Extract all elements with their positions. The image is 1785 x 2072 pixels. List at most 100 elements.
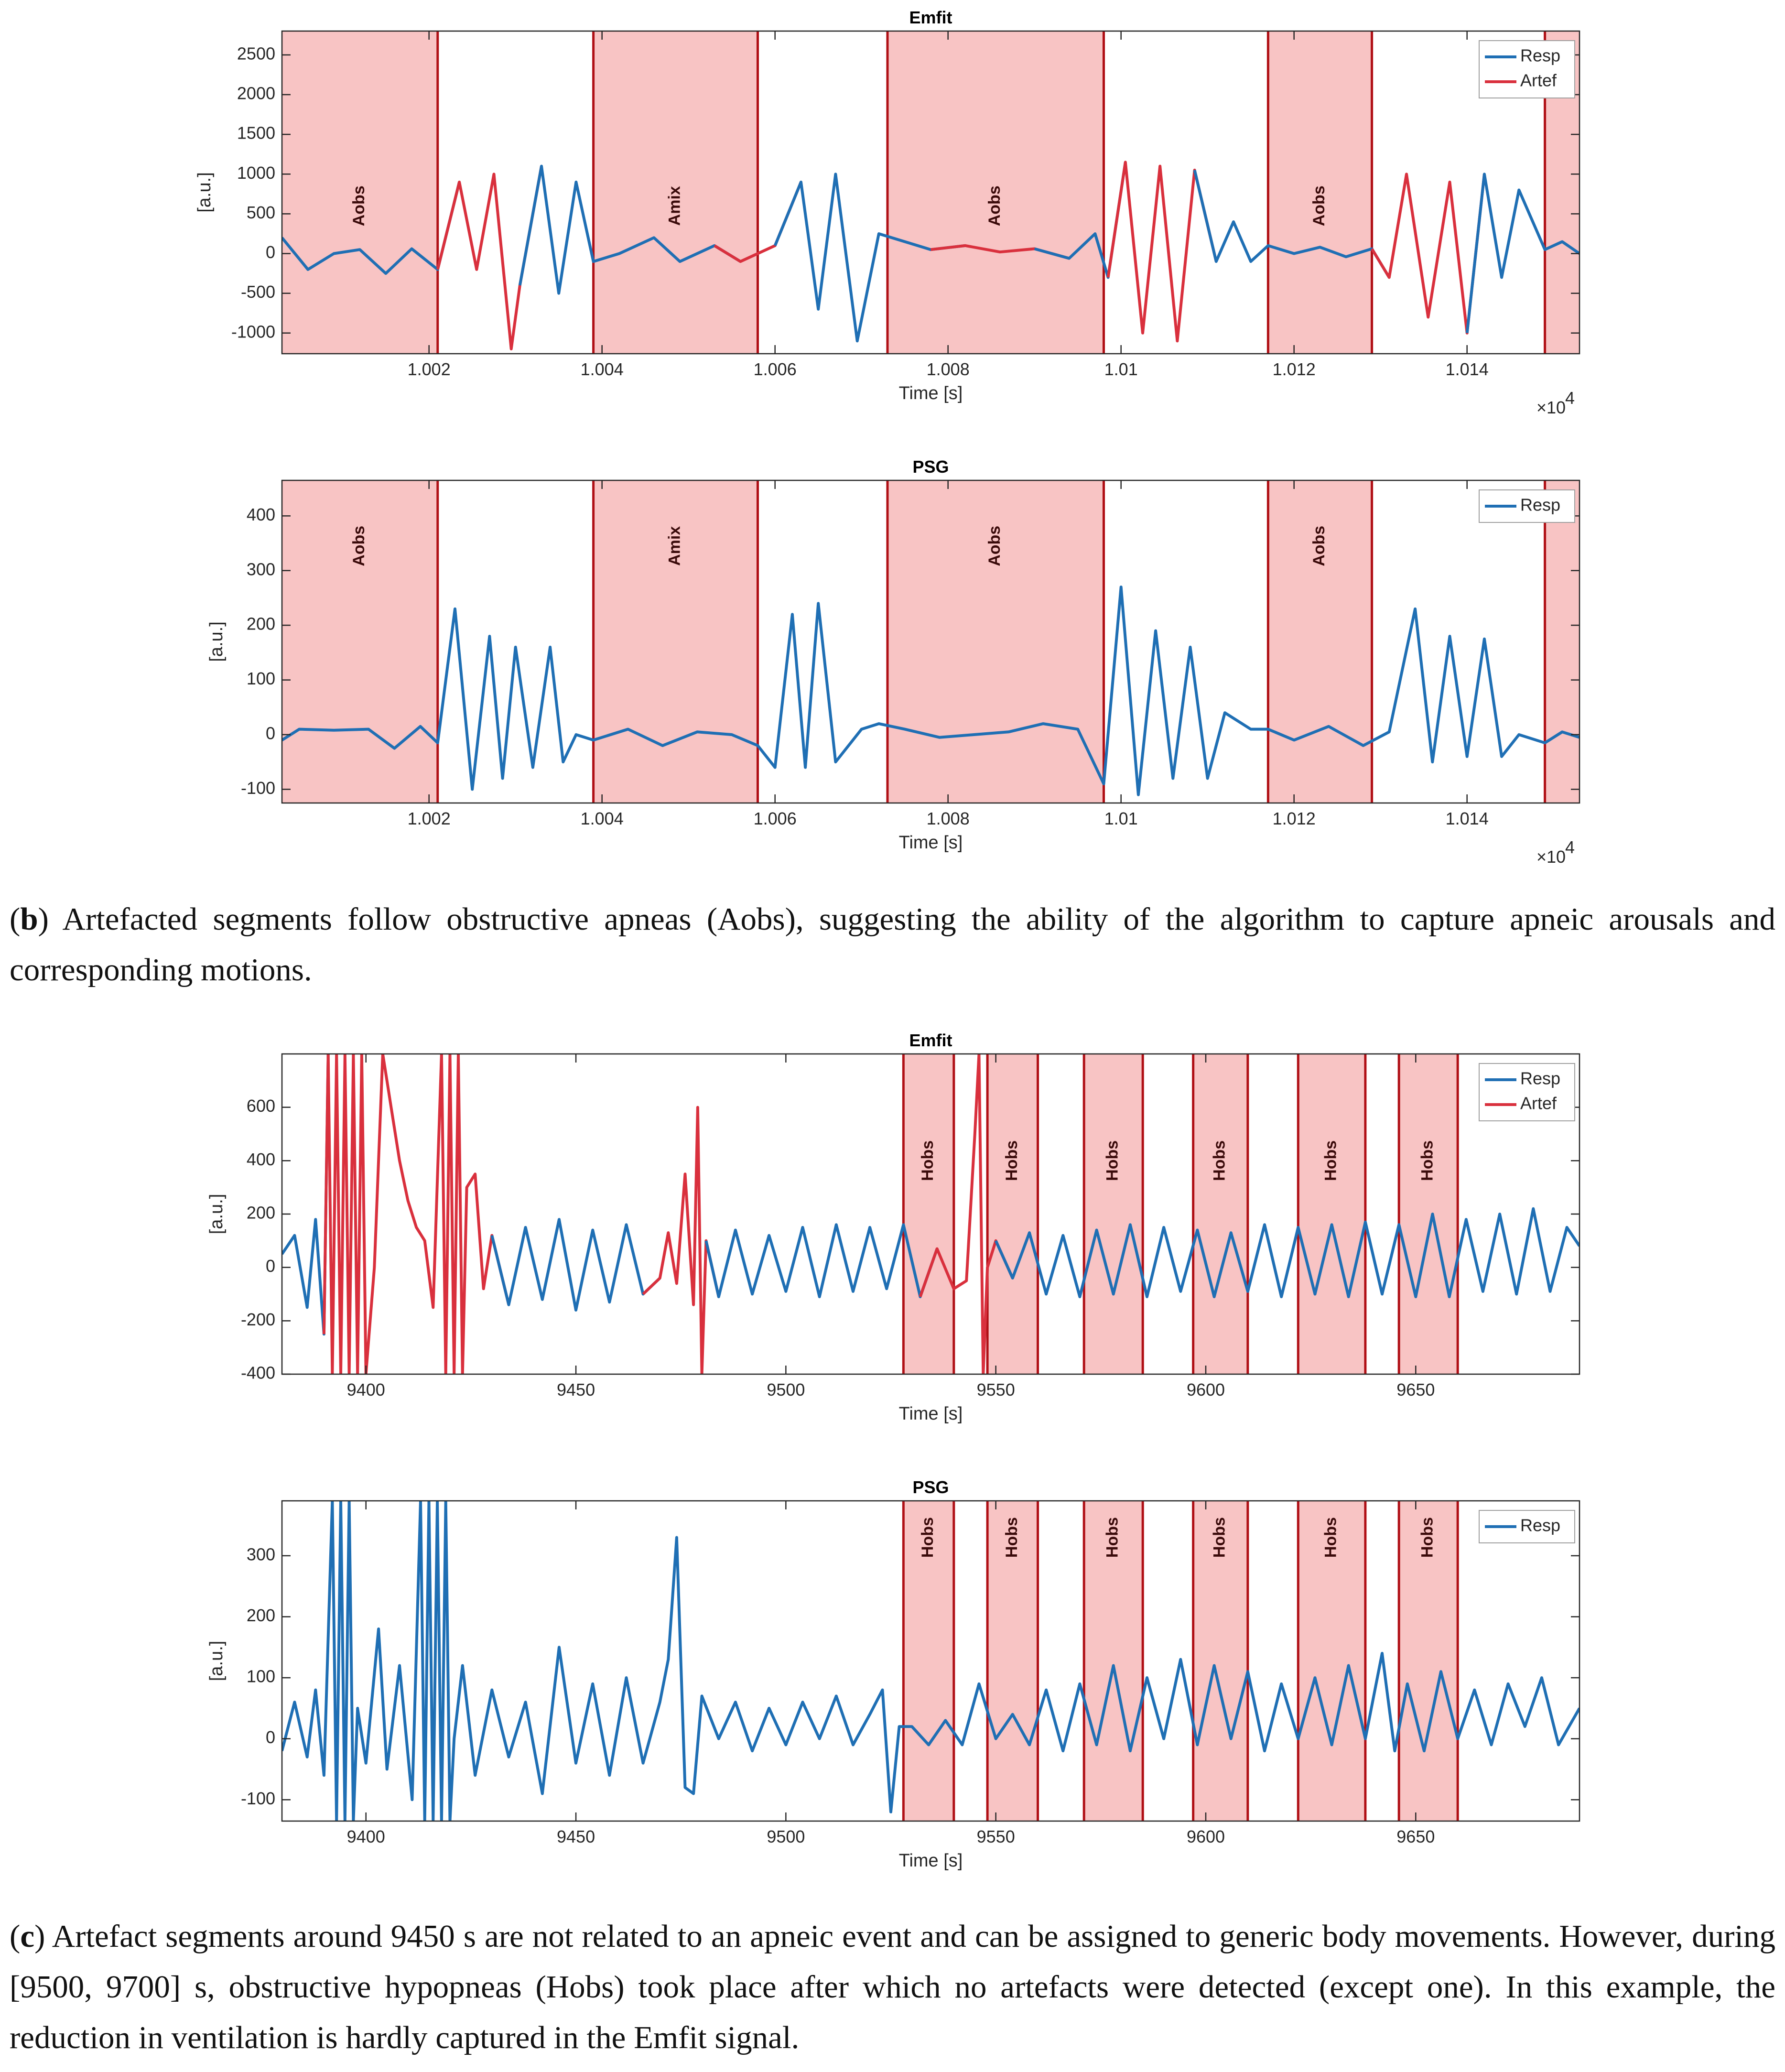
event-band [1399,1054,1458,1374]
event-label: Hobs [919,1517,937,1558]
event-label: Hobs [1418,1140,1437,1181]
y-tick-label: 200 [247,614,275,634]
x-axis-label: Time [s] [899,383,963,403]
y-tick-label: 2500 [237,43,275,63]
chart-title: Emfit [909,1031,952,1050]
y-tick-label: 0 [266,724,275,743]
artefact-trace [322,1054,510,1374]
resp-trace [1193,170,1391,278]
panel-b-emfit: Aobs Amix Aobs Aobs -1000 -500 0 500 1000 1500 200… [195,8,1580,417]
y-tick-label: -1000 [231,322,275,341]
x-tick-label: 1.012 [1273,809,1316,828]
event-label: Aobs [350,526,368,566]
y-tick-label: 200 [247,1203,275,1223]
y-tick-label: 400 [247,1150,275,1169]
resp-trace [490,1218,661,1312]
artefact-trace [919,1054,1014,1374]
event-band [1268,31,1372,354]
caption-b: (b) Artefacted segments follow obstructi… [10,901,1775,987]
event-label: Hobs [1103,1140,1122,1181]
legend-label: Resp [1520,46,1560,65]
event-band [903,1501,954,1821]
y-tick-label: -400 [241,1363,275,1383]
chart-title: PSG [912,457,949,477]
y-tick-label: -100 [241,778,275,798]
resp-trace [704,1223,939,1299]
event-band [1545,480,1579,803]
x-tick-label: 9500 [767,1380,805,1399]
axes-box [281,479,1580,804]
y-tick-label: 1500 [237,123,275,143]
x-multiplier: ×10 [1536,847,1566,867]
legend-label: Artef [1520,71,1557,90]
y-axis-label: [a.u.] [195,172,215,213]
event-band [1298,1501,1365,1821]
event-band [903,1054,954,1374]
y-tick-label: 300 [247,1544,275,1564]
legend-box [1479,40,1575,98]
event-band [1084,1054,1143,1374]
event-label: Hobs [1211,1517,1229,1558]
caption-c-tag: c [20,1919,35,1954]
x-multiplier-exponent: 4 [1565,388,1575,408]
y-axis-label: [a.u.] [206,1194,227,1235]
event-band [1193,1054,1248,1374]
x-tick-label: 1.01 [1104,359,1138,379]
x-tick-label: 9400 [347,1827,385,1846]
y-tick-label: 100 [247,669,275,688]
y-tick-label: 300 [247,559,275,579]
event-label: Hobs [1103,1517,1122,1558]
legend-label: Artef [1520,1094,1557,1113]
caption-b-text: ) Artefacted segments follow obstructive… [10,901,1775,987]
event-band [887,480,1104,803]
chart-title: PSG [912,1477,949,1497]
axes-box [281,30,1580,355]
x-tick-label: 9650 [1396,1380,1435,1399]
y-tick-label: -500 [241,282,275,302]
event-band [593,480,758,803]
x-tick-label: 9600 [1187,1827,1225,1846]
caption-c-text: ) Artefact segments around 9450 s are no… [10,1919,1775,2055]
event-label: Hobs [1003,1517,1021,1558]
x-multiplier-exponent: 4 [1565,837,1575,857]
legend-label: Resp [1520,1069,1560,1088]
y-tick-label: 0 [266,1727,275,1747]
event-label: Aobs [985,526,1004,566]
x-tick-label: 1.008 [927,359,970,379]
x-axis-label: Time [s] [899,1404,963,1424]
event-band [1399,1501,1458,1821]
x-tick-label: 9650 [1396,1827,1435,1846]
x-axis-label: Time [s] [899,1851,963,1871]
event-band [1193,1501,1248,1821]
x-tick-label: 1.006 [754,359,797,379]
event-band [1268,480,1372,803]
axes-box [281,1500,1580,1822]
event-label: Aobs [985,185,1004,226]
event-label: Amix [666,526,684,566]
x-tick-label: 1.004 [581,359,624,379]
panel-c-psg: Hobs Hobs Hobs Hobs Hobs Hobs -100 0 100 200 300 94… [206,1477,1580,1871]
event-band [282,31,438,354]
resp-trace [282,586,1579,796]
x-tick-label: 1.004 [581,809,624,828]
y-tick-label: 100 [247,1667,275,1686]
x-tick-label: 1.01 [1104,809,1138,828]
event-label: Hobs [1322,1140,1340,1181]
panel-c-emfit: Hobs Hobs Hobs Hobs Hobs Hobs -400 -200 0 200 400 6… [206,1031,1580,1424]
resp-trace [518,164,741,295]
event-band [987,1501,1038,1821]
x-tick-label: 1.012 [1273,359,1316,379]
resp-trace [773,173,966,343]
event-label: Aobs [1310,185,1328,226]
x-tick-label: 9450 [557,1827,595,1846]
x-tick-label: 1.006 [754,809,797,828]
y-axis-label: [a.u.] [206,1641,227,1681]
legend-box [1479,1063,1575,1121]
x-tick-label: 9550 [977,1827,1015,1846]
y-tick-label: 2000 [237,84,275,103]
resp-trace [282,1501,1579,1821]
caption-b-tag: b [20,901,38,937]
event-band [1084,1501,1143,1821]
x-tick-label: 1.002 [408,359,451,379]
